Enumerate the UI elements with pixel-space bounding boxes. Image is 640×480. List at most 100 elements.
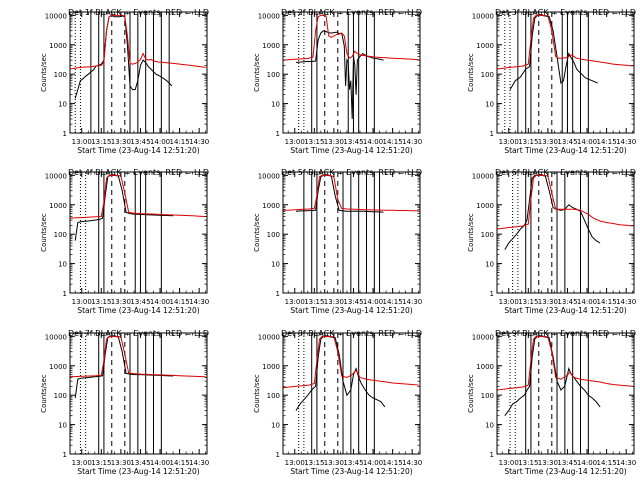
panel-6: 1 10 100 1000 10000 13:00 13:15 13:30 13:45 14:00… <box>467 168 636 315</box>
plot-frame <box>282 171 421 294</box>
x-tick-label: 14:15 <box>383 138 403 146</box>
x-tick-label: 13:00 <box>285 459 305 467</box>
x-tick-label: 14:00 <box>363 298 383 306</box>
x-tick-label: 14:00 <box>150 298 170 306</box>
y-axis-label: Counts/sec <box>467 374 475 413</box>
series-line-events <box>504 335 601 417</box>
series-line-lld <box>497 335 633 391</box>
x-tick-label: 14:00 <box>577 459 597 467</box>
panel-5: 1 10 100 1000 10000 13:00 13:15 13:30 13:45 14:00… <box>253 168 422 315</box>
x-axis-label: Start Time (23-Aug-14 12:51:20) <box>77 146 199 155</box>
x-tick-label: 13:00 <box>499 138 519 146</box>
x-tick-label: 14:00 <box>363 459 383 467</box>
panel-title: Det 2f BLACK = Events, RED = LLD <box>281 8 422 17</box>
x-tick-label: 13:30 <box>538 298 558 306</box>
plot-frame <box>496 171 635 294</box>
panel-title: Det 5f BLACK = Events, RED = LLD <box>281 168 422 177</box>
series-line-lld <box>70 14 206 70</box>
x-tick-label: 14:00 <box>150 138 170 146</box>
y-axis-label: Counts/sec <box>40 213 48 252</box>
x-tick-label: 13:15 <box>518 138 538 146</box>
panel-title: Det 9f BLACK = Events, RED = LLD <box>495 329 636 338</box>
y-tick-label: 10 <box>58 261 67 269</box>
y-axis-label: Counts/sec <box>40 53 48 92</box>
y-tick-label: 100 <box>481 231 494 239</box>
y-tick-label: 10 <box>485 261 494 269</box>
y-tick-label: 1000 <box>49 363 67 371</box>
y-tick-label: 100 <box>54 392 67 400</box>
y-tick-label: 100 <box>54 231 67 239</box>
plot-frame <box>496 11 635 134</box>
x-tick-label: 14:30 <box>402 138 422 146</box>
y-axis-label: Counts/sec <box>253 374 261 413</box>
x-tick-label: 13:30 <box>324 459 344 467</box>
series-line-lld <box>70 174 206 219</box>
y-tick-label: 1000 <box>49 42 67 50</box>
x-tick-label: 14:30 <box>402 459 422 467</box>
x-tick-label: 13:15 <box>304 298 324 306</box>
x-axis-label: Start Time (23-Aug-14 12:51:20) <box>77 306 199 315</box>
panel-7: 1 10 100 1000 10000 13:00 13:15 13:30 13:45 14:00… <box>40 329 209 476</box>
x-axis-label: Start Time (23-Aug-14 12:51:20) <box>290 467 412 476</box>
x-tick-label: 13:00 <box>72 459 92 467</box>
y-tick-label: 10000 <box>45 12 67 20</box>
x-tick-label: 13:00 <box>499 298 519 306</box>
series-line-lld <box>283 174 419 212</box>
y-tick-label: 1000 <box>476 363 494 371</box>
x-tick-label: 13:45 <box>343 298 363 306</box>
series-line-events <box>74 174 174 241</box>
y-tick-label: 10 <box>271 261 280 269</box>
x-tick-label: 13:00 <box>285 138 305 146</box>
y-tick-label: 10 <box>271 101 280 109</box>
y-tick-label: 10000 <box>45 333 67 341</box>
x-axis-label: Start Time (23-Aug-14 12:51:20) <box>504 306 626 315</box>
x-tick-label: 13:45 <box>130 298 150 306</box>
y-tick-label: 10000 <box>472 333 494 341</box>
plot-frame <box>496 332 635 455</box>
x-tick-label: 13:45 <box>343 138 363 146</box>
y-tick-label: 100 <box>267 392 280 400</box>
y-tick-label: 100 <box>54 71 67 79</box>
x-tick-label: 14:30 <box>189 298 209 306</box>
y-axis-label: Counts/sec <box>253 213 261 252</box>
x-tick-label: 14:00 <box>150 459 170 467</box>
x-tick-label: 14:30 <box>189 138 209 146</box>
plot-frame <box>69 332 208 455</box>
x-tick-label: 14:00 <box>577 298 597 306</box>
x-tick-label: 13:45 <box>557 298 577 306</box>
panel-9: 1 10 100 1000 10000 13:00 13:15 13:30 13:45 14:00… <box>467 329 636 476</box>
y-tick-label: 100 <box>481 71 494 79</box>
x-tick-label: 13:15 <box>91 298 111 306</box>
x-tick-label: 13:30 <box>111 298 131 306</box>
x-tick-label: 13:45 <box>557 459 577 467</box>
x-tick-label: 14:15 <box>170 138 190 146</box>
y-tick-label: 10 <box>485 422 494 430</box>
y-tick-label: 1 <box>490 290 494 298</box>
y-tick-label: 10 <box>271 422 280 430</box>
x-tick-label: 13:00 <box>499 459 519 467</box>
series-line-events <box>295 174 384 213</box>
panel-title: Det 1f BLACK = Events, RED = LLD <box>68 8 209 17</box>
plot-frame <box>282 332 421 455</box>
y-tick-label: 10000 <box>45 172 67 180</box>
x-tick-label: 14:30 <box>189 459 209 467</box>
x-tick-label: 14:30 <box>402 298 422 306</box>
x-tick-label: 13:45 <box>557 138 577 146</box>
x-tick-label: 13:30 <box>111 138 131 146</box>
x-tick-label: 13:15 <box>518 459 538 467</box>
x-tick-label: 13:00 <box>285 298 305 306</box>
x-tick-label: 14:00 <box>577 138 597 146</box>
x-tick-label: 13:00 <box>72 298 92 306</box>
y-tick-label: 1 <box>276 290 280 298</box>
x-tick-label: 14:15 <box>170 298 190 306</box>
x-axis-label: Start Time (23-Aug-14 12:51:20) <box>290 306 412 315</box>
x-tick-label: 13:30 <box>324 138 344 146</box>
x-tick-label: 13:45 <box>130 459 150 467</box>
y-tick-label: 1 <box>63 290 67 298</box>
x-tick-label: 13:30 <box>538 138 558 146</box>
y-tick-label: 10000 <box>258 12 280 20</box>
x-tick-label: 13:00 <box>72 138 92 146</box>
y-axis-label: Counts/sec <box>467 213 475 252</box>
y-tick-label: 10 <box>485 101 494 109</box>
